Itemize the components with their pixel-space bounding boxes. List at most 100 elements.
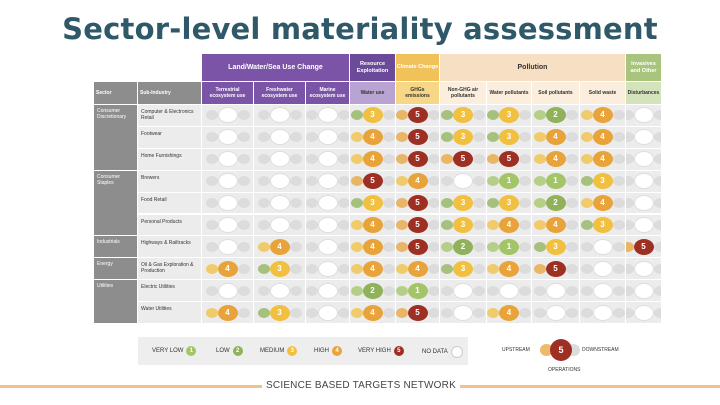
downstream-indicator [237,285,250,296]
matrix-cell: 4 [350,214,395,236]
rating-indicator [626,151,661,168]
sub-industry-label: Food Retail [138,192,201,214]
rating-indicator: 1 [396,282,439,299]
matrix-cell: 3 [440,105,486,126]
downstream-indicator [519,307,531,318]
upstream-indicator [306,241,318,252]
matrix-cell [254,126,305,148]
matrix-cell [580,258,625,280]
upstream-label: UPSTREAM [502,347,530,353]
rating-indicator [306,195,349,212]
matrix-cell [202,214,253,236]
upstream-indicator [487,132,499,143]
column-header: Terrestrial ecosystem use [202,82,253,104]
matrix-cell: 3 [580,214,625,236]
operations-rating: 2 [545,195,566,212]
legend-label: HIGH [314,348,329,354]
sub-industry-label: Water Utilities [138,302,201,323]
operations-rating: 2 [545,107,566,124]
operations-rating [317,107,338,124]
rating-indicator: 4 [580,129,625,146]
rating-indicator [580,282,625,299]
operations-label: OPERATIONS [548,367,581,373]
rating-indicator [257,282,302,299]
downstream-indicator [289,132,302,143]
upstream-indicator [205,132,218,143]
upstream-indicator [396,198,408,209]
operations-rating: 5 [499,151,519,168]
downstream-indicator [612,307,625,318]
legend-item: LOW 2 [216,346,243,356]
downstream-indicator [289,176,302,187]
downstream-indicator [612,176,625,187]
matrix-cell: 5 [532,258,579,280]
sector-label: Consumer Discretionary [94,105,137,170]
downstream-indicator [612,263,625,274]
operations-rating: 4 [545,129,566,146]
operations-rating: 3 [269,304,290,321]
legend-item: MEDIUM 3 [260,346,298,356]
matrix-cell: 5 [487,148,531,170]
downstream-indicator [612,110,625,121]
upstream-indicator [580,285,593,296]
rating-indicator [205,107,250,124]
operations-rating: 5 [407,216,428,233]
upstream-indicator [580,132,593,143]
downstream-indicator [473,263,485,274]
sub-industry-label: Home Furnishings [138,148,201,170]
matrix-cell [202,236,253,258]
downstream-indicator [565,307,578,318]
operations-rating: 4 [545,151,566,168]
matrix-cell [440,280,486,302]
rating-indicator: 4 [533,129,578,146]
footer-divider-right [460,385,720,388]
upstream-indicator [487,154,499,165]
rating-indicator: 4 [487,216,531,233]
rating-indicator [626,216,661,233]
downstream-indicator [612,132,625,143]
matrix-cell [626,302,661,323]
downstream-indicator [565,132,578,143]
downstream-indicator [565,176,578,187]
operations-rating [217,173,238,190]
operations-rating: 3 [453,216,473,233]
rating-indicator [580,260,625,277]
downstream-indicator [473,132,485,143]
rating-indicator [257,107,302,124]
legend-swatch: 2 [232,346,243,356]
legend-label: LOW [216,348,230,354]
matrix-cell [306,258,349,280]
operations-rating [633,151,654,168]
upstream-indicator [350,154,363,165]
upstream-indicator [441,176,453,187]
matrix-cell: 4 [202,302,253,323]
downstream-indicator [653,198,661,209]
downstream-indicator [653,219,661,230]
downstream-indicator [653,285,661,296]
matrix-cell [626,192,661,214]
operations-rating: 5 [407,129,428,146]
upstream-indicator [441,241,453,252]
upstream-indicator [257,198,270,209]
matrix-cell: 4 [532,148,579,170]
downstream-indicator [237,132,250,143]
operations-rating: 5 [407,195,428,212]
operations-rating: 3 [453,107,473,124]
matrix-cell [306,236,349,258]
upstream-indicator [626,176,634,187]
upstream-indicator [306,110,318,121]
rating-indicator [533,282,578,299]
upstream-indicator [626,219,634,230]
column-header: Disturbances [626,82,661,104]
upstream-indicator [441,154,453,165]
rating-indicator [205,216,250,233]
rating-indicator [487,282,531,299]
rating-indicator [257,129,302,146]
legend-swatch [450,346,463,358]
operations-rating: 5 [545,260,566,277]
rating-indicator: 4 [580,195,625,212]
rating-indicator: 3 [257,260,302,277]
matrix-cell [202,148,253,170]
operations-rating [633,216,654,233]
operations-rating [317,282,338,299]
